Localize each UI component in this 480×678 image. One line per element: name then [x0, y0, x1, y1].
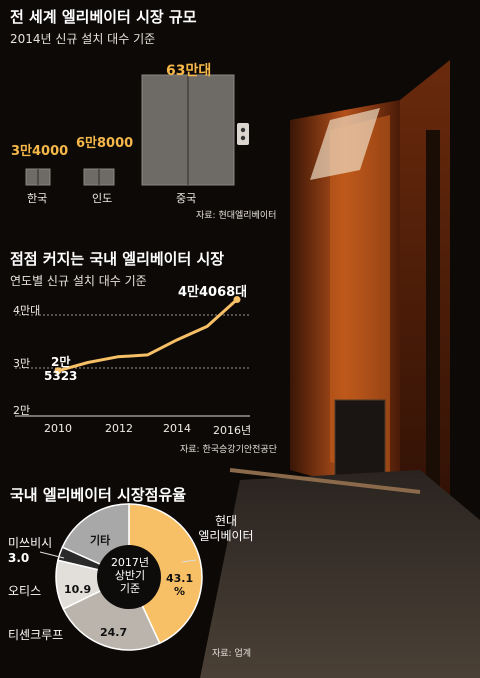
line-point-2016: [233, 296, 241, 304]
line-point-2010: [54, 367, 62, 375]
donut-center: [97, 545, 161, 609]
x-tick-2014: 2014: [163, 422, 191, 435]
installations-line: [57, 298, 239, 373]
otis-value-label: 10.9: [64, 583, 92, 596]
other-share-label: 기타: [90, 534, 111, 547]
domestic-market-subtitle: 연도별 신규 설치 대수 기준: [10, 274, 147, 288]
end-value-label: 4만4068대: [178, 285, 248, 300]
otis-name-label: 오티스: [8, 584, 42, 598]
handrail: [229, 468, 421, 494]
domestic-market-title: 점점 커지는 국내 엘리베이터 시장: [10, 250, 225, 268]
hyundai-name-label: 현대 엘리베이터: [198, 514, 254, 543]
elevator-floor: [200, 470, 480, 678]
y-tick-30k: 3만: [13, 357, 31, 370]
world-market-bar-chart: [25, 74, 249, 186]
world-market-source: 자료: 현대엘리베이터: [196, 211, 277, 221]
donut-center-label: 2017년 상반기 기준: [110, 556, 150, 595]
x-tick-2012: 2012: [105, 422, 133, 435]
mitsubishi-label: 미쓰비시 3.0: [8, 536, 53, 565]
thyssen-name-label: 티센크루프: [8, 628, 64, 642]
hyundai-leader-line: [181, 559, 197, 563]
hyundai-slice: [128, 503, 203, 645]
world-market-title: 전 세계 엘리베이터 시장 규모: [10, 8, 197, 26]
india-value-label: 6만8000: [76, 136, 134, 151]
x-tick-2016: 2016년: [213, 424, 252, 437]
hyundai-value-label: 43.1 %: [166, 572, 194, 598]
world-market-subtitle: 2014년 신규 설치 대수 기준: [10, 32, 156, 46]
market-share-donut-chart: [39, 503, 203, 651]
domestic-market-line-chart: [15, 296, 250, 417]
market-share-title: 국내 엘리베이터 시장점유율: [10, 486, 187, 504]
y-tick-20k: 2만: [13, 404, 31, 417]
x-tick-2010: 2010: [44, 422, 72, 435]
button-panel: [334, 399, 386, 481]
domestic-market-source: 자료: 한국승강기안전공단: [180, 445, 277, 455]
china-value-label: 63만대: [166, 63, 212, 79]
india-category-label: 인도: [92, 192, 113, 205]
thyssen-value-label: 24.7: [100, 626, 128, 639]
y-tick-40k: 4만대: [13, 304, 41, 317]
market-share-source: 자료: 업계: [212, 649, 252, 659]
korea-value-label: 3만4000: [11, 144, 69, 159]
start-value-label: 2만 5323: [44, 355, 78, 383]
korea-category-label: 한국: [27, 192, 48, 205]
elevator-call-button-icon: [237, 123, 249, 145]
china-category-label: 중국: [176, 192, 197, 205]
mitsubishi-leader-line: [39, 551, 65, 559]
